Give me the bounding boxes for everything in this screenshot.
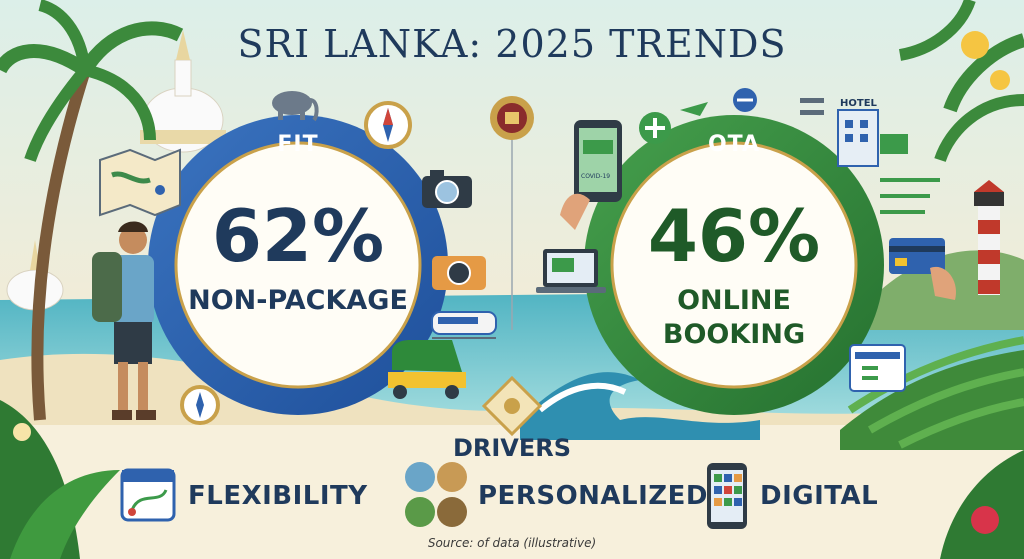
camera-icon-orange	[432, 256, 486, 290]
elephant-icon	[272, 91, 319, 122]
fit-caption: NON-PACKAGE	[188, 285, 408, 316]
driver-flexibility: FLEXIBILITY	[188, 481, 368, 511]
map-icon	[99, 148, 181, 217]
tea-terraces	[840, 336, 1024, 450]
credit-card-icon	[889, 238, 956, 300]
stupa	[140, 30, 226, 153]
plane-icons	[639, 88, 757, 144]
laptop-icon	[536, 249, 606, 293]
wave-foam	[538, 382, 627, 413]
info-lines	[880, 178, 940, 214]
emblem-bottom	[481, 375, 543, 437]
palm-tree-right	[898, 0, 1024, 163]
tuk-tuk-icon	[388, 340, 466, 399]
app-phone-icon	[707, 463, 747, 529]
ticket-icon	[849, 344, 906, 392]
personalized-icons	[405, 462, 467, 527]
hotel-sign: HOTEL	[840, 98, 878, 109]
compass-icon	[364, 101, 412, 149]
page-title: SRI LANKA: 2025 TRENDS	[237, 22, 787, 66]
ota-caption-line1: ONLINE	[677, 285, 791, 316]
palm-tree-left	[0, 0, 184, 421]
lighthouse	[974, 180, 1004, 295]
phone-icon	[560, 120, 622, 230]
source-note: Source: of data (illustrative)	[427, 536, 597, 550]
camera-icon	[422, 170, 472, 208]
hotel-icon	[800, 98, 908, 167]
foliage-bottom-right	[940, 450, 1024, 559]
ota-value: 46%	[647, 194, 821, 278]
ota-label: OTA	[707, 132, 761, 157]
phone-screen-text: COVID-19	[581, 173, 610, 180]
emblem-top	[490, 96, 534, 140]
calendar-route-icon	[120, 468, 176, 522]
ota-caption-line2: BOOKING	[662, 319, 806, 350]
backpacker-figure	[92, 221, 156, 420]
fit-ring-inner	[174, 141, 422, 389]
driver-personalized: PERSONALIZED	[478, 481, 708, 511]
driver-digital: DIGITAL	[760, 481, 879, 511]
fit-value: 62%	[211, 194, 385, 278]
drivers-title: DRIVERS	[452, 434, 572, 462]
foliage-bottom-left	[0, 400, 120, 559]
train-icon	[431, 311, 497, 339]
compass-icon-small	[180, 385, 220, 425]
ota-ring-inner	[610, 141, 858, 389]
fit-label: FIT	[277, 132, 319, 157]
